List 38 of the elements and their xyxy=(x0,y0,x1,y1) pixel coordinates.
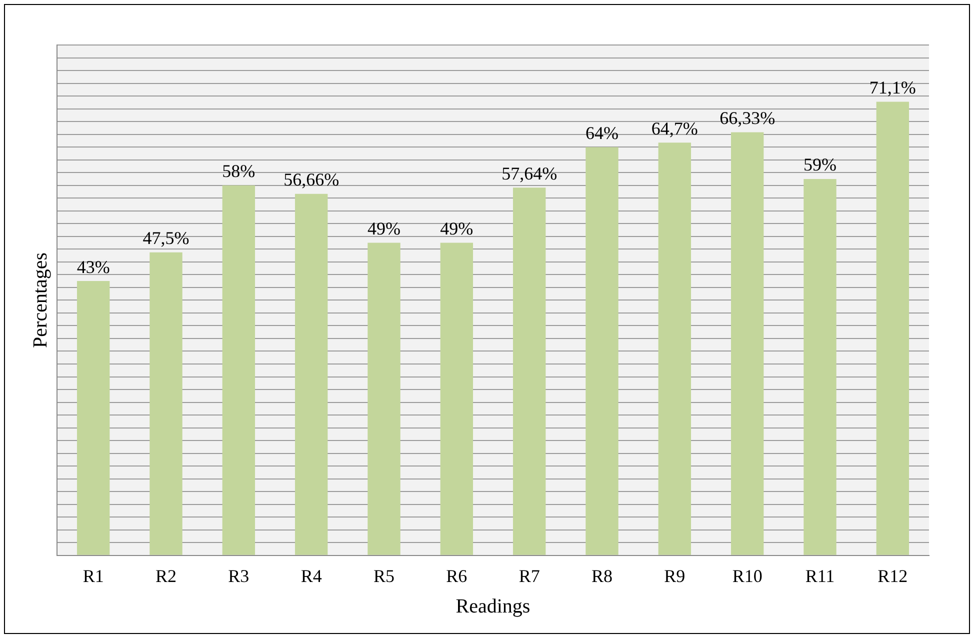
x-tick-label: R8 xyxy=(591,566,613,586)
x-tick-label: R9 xyxy=(664,566,686,586)
bar xyxy=(76,281,110,555)
bar xyxy=(294,194,328,555)
x-tick-label: R4 xyxy=(300,566,322,586)
y-axis-title: Percentages xyxy=(29,252,52,348)
x-tick-label: R5 xyxy=(373,566,395,586)
data-label: 43% xyxy=(76,256,110,277)
data-label: 71,1% xyxy=(869,78,916,98)
bar xyxy=(586,147,618,555)
bar xyxy=(222,185,256,555)
bar xyxy=(876,102,910,555)
data-label: 57,64% xyxy=(502,163,558,184)
bar xyxy=(658,142,692,555)
data-label: 47,5% xyxy=(142,228,190,248)
bar xyxy=(150,252,182,555)
x-tick-label: R3 xyxy=(228,566,250,586)
x-tick-label: R1 xyxy=(82,566,104,586)
x-tick-label: R6 xyxy=(446,566,468,586)
data-label: 64,7% xyxy=(651,118,698,138)
bar xyxy=(730,132,764,555)
data-label: 49% xyxy=(440,218,474,239)
x-axis-title: Readings xyxy=(456,595,530,618)
bar xyxy=(512,188,546,555)
data-label: 59% xyxy=(804,154,836,175)
data-label: 49% xyxy=(368,218,400,239)
data-label: 66,33% xyxy=(720,108,776,128)
x-tick-label: R10 xyxy=(732,566,762,586)
x-tick-label: R12 xyxy=(878,566,908,586)
bar xyxy=(804,178,836,555)
bar xyxy=(368,242,400,555)
x-tick-label: R11 xyxy=(805,566,835,586)
data-label: 58% xyxy=(222,161,256,182)
x-tick-label: R7 xyxy=(518,566,540,586)
data-label: 64% xyxy=(586,122,618,143)
bar xyxy=(440,242,474,555)
x-tick-label: R2 xyxy=(155,566,177,586)
data-label: 56,66% xyxy=(284,170,340,190)
